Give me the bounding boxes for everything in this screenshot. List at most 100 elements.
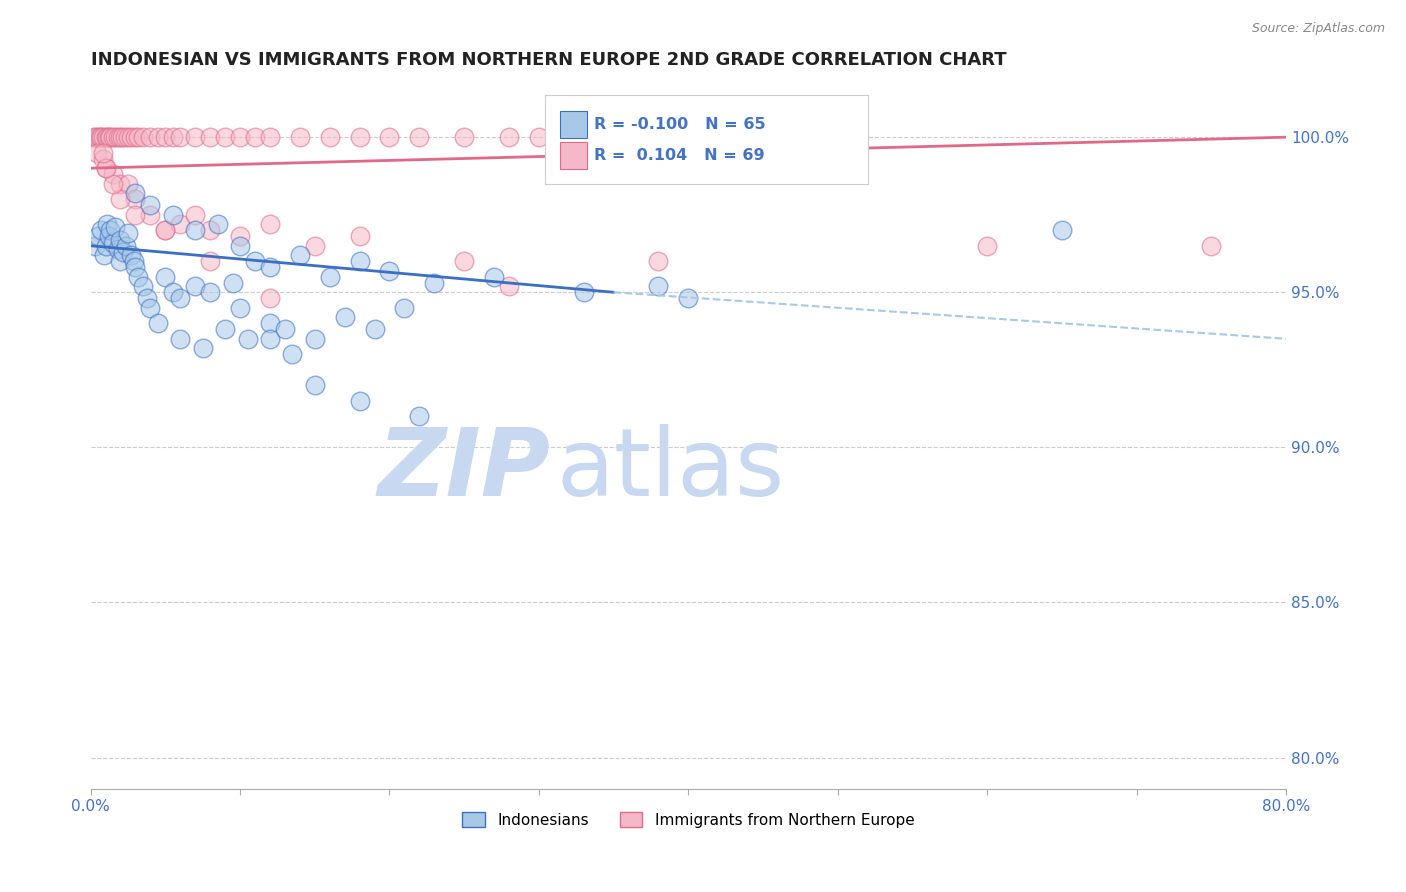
Point — [110, 233, 132, 247]
Point — [198, 254, 221, 268]
Point — [304, 238, 326, 252]
Point — [94, 161, 117, 176]
Point — [1050, 223, 1073, 237]
Point — [112, 244, 135, 259]
Point — [101, 130, 124, 145]
Point — [259, 260, 281, 275]
Point — [169, 332, 191, 346]
Point — [110, 177, 132, 191]
Point — [127, 130, 149, 145]
Point — [94, 161, 117, 176]
Point — [91, 145, 114, 160]
Point — [423, 276, 446, 290]
Point — [98, 130, 121, 145]
FancyBboxPatch shape — [546, 95, 868, 184]
Point — [259, 316, 281, 330]
Point — [318, 130, 340, 145]
Point — [453, 254, 475, 268]
Point — [198, 130, 221, 145]
Point — [96, 130, 118, 145]
Point — [498, 130, 520, 145]
Point — [124, 260, 146, 275]
Point — [110, 192, 132, 206]
Point — [146, 130, 169, 145]
Point — [96, 217, 118, 231]
Point — [146, 316, 169, 330]
Point — [162, 130, 184, 145]
Point — [124, 208, 146, 222]
Point — [304, 332, 326, 346]
Text: R = -0.100   N = 65: R = -0.100 N = 65 — [593, 117, 765, 132]
Point — [1199, 238, 1222, 252]
Point — [120, 248, 142, 262]
Point — [169, 217, 191, 231]
Point — [127, 269, 149, 284]
Point — [482, 269, 505, 284]
Point — [408, 409, 430, 424]
Point — [378, 130, 401, 145]
Point — [136, 292, 159, 306]
Point — [84, 130, 107, 145]
Point — [647, 279, 669, 293]
Point — [90, 130, 112, 145]
Legend: Indonesians, Immigrants from Northern Europe: Indonesians, Immigrants from Northern Eu… — [456, 805, 921, 834]
Point — [114, 130, 136, 145]
FancyBboxPatch shape — [561, 142, 586, 169]
Point — [408, 130, 430, 145]
Point — [162, 285, 184, 300]
Point — [198, 285, 221, 300]
Point — [98, 223, 121, 237]
Point — [111, 130, 134, 145]
Text: ZIP: ZIP — [378, 425, 551, 516]
Point — [259, 332, 281, 346]
Point — [117, 177, 139, 191]
Point — [169, 130, 191, 145]
Point — [162, 208, 184, 222]
Point — [453, 130, 475, 145]
Point — [184, 208, 207, 222]
Point — [107, 242, 129, 256]
Point — [191, 341, 214, 355]
Point — [124, 186, 146, 200]
Point — [87, 229, 110, 244]
Point — [101, 235, 124, 250]
Point — [117, 130, 139, 145]
Point — [97, 130, 120, 145]
Point — [117, 227, 139, 241]
Point — [115, 238, 138, 252]
Point — [107, 130, 129, 145]
Point — [120, 130, 142, 145]
Point — [274, 322, 297, 336]
Point — [647, 254, 669, 268]
Point — [333, 310, 356, 324]
Point — [91, 130, 114, 145]
Point — [678, 292, 700, 306]
Point — [378, 263, 401, 277]
Text: INDONESIAN VS IMMIGRANTS FROM NORTHERN EUROPE 2ND GRADE CORRELATION CHART: INDONESIAN VS IMMIGRANTS FROM NORTHERN E… — [90, 51, 1007, 69]
Point — [243, 254, 266, 268]
Point — [124, 130, 146, 145]
Point — [259, 217, 281, 231]
Point — [572, 285, 595, 300]
Point — [110, 254, 132, 268]
Point — [198, 223, 221, 237]
Point — [221, 276, 243, 290]
Point — [132, 130, 155, 145]
Point — [97, 229, 120, 244]
Point — [139, 301, 162, 315]
Point — [229, 229, 252, 244]
Point — [91, 152, 114, 166]
Point — [101, 177, 124, 191]
Point — [155, 223, 177, 237]
Text: R =  0.104   N = 69: R = 0.104 N = 69 — [593, 148, 765, 163]
Text: Source: ZipAtlas.com: Source: ZipAtlas.com — [1251, 22, 1385, 36]
Point — [155, 130, 177, 145]
Point — [498, 279, 520, 293]
Point — [184, 279, 207, 293]
Point — [103, 130, 125, 145]
FancyBboxPatch shape — [561, 111, 586, 138]
Point — [229, 301, 252, 315]
Point — [349, 130, 371, 145]
Point — [84, 238, 107, 252]
Point — [155, 269, 177, 284]
